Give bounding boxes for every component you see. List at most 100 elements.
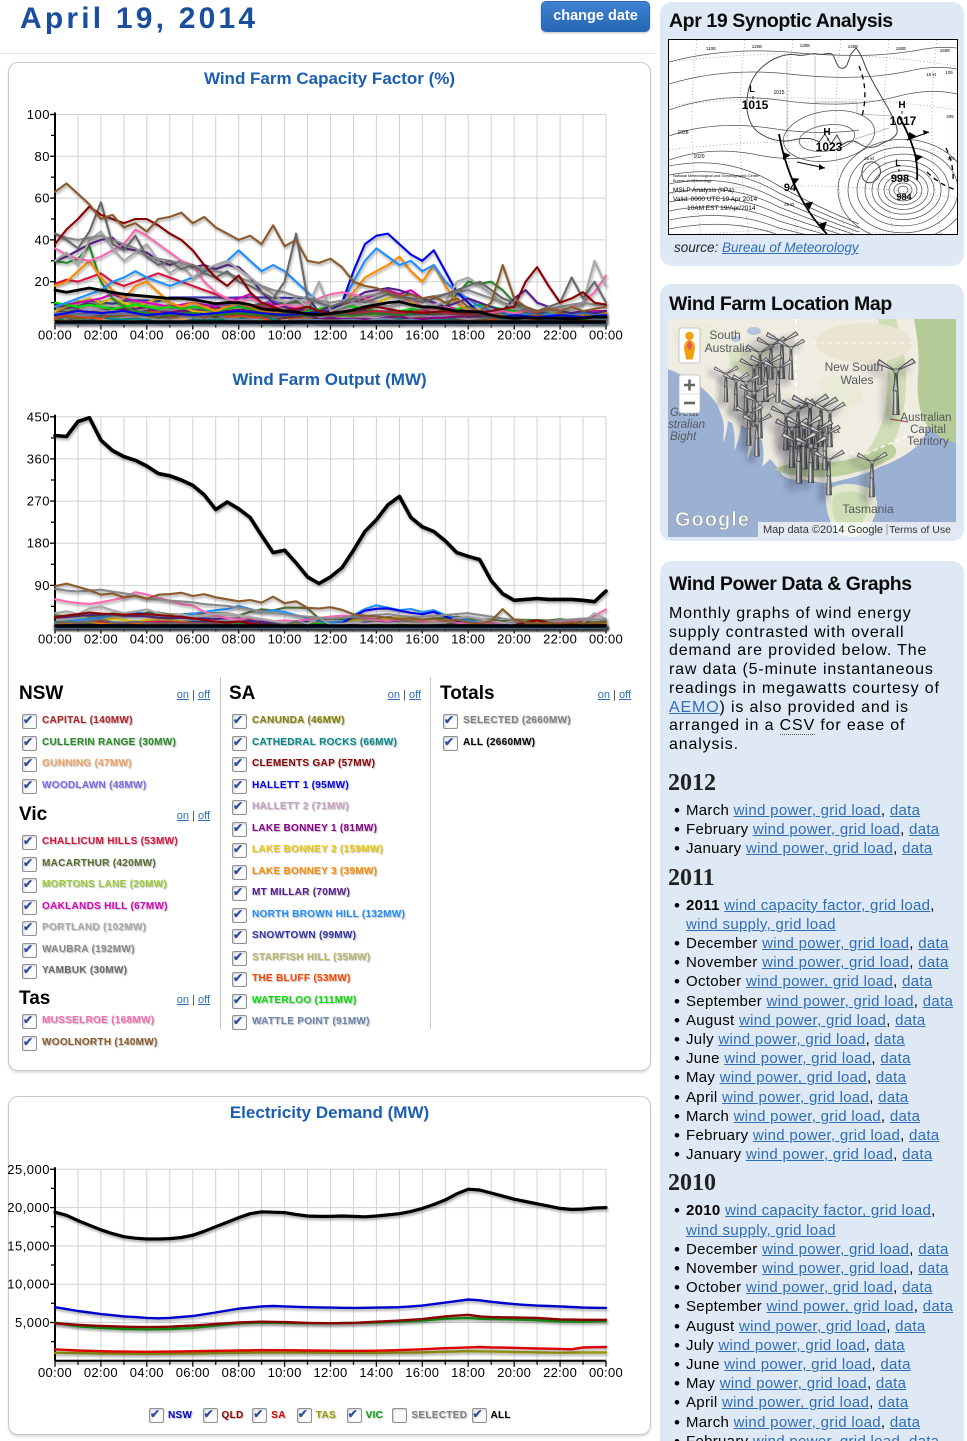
svg-text:04:00: 04:00 [130,328,164,343]
svg-text:998: 998 [891,173,909,185]
svg-text:160E: 160E [940,48,951,53]
svg-text:06:00: 06:00 [176,328,210,343]
svg-text:1023: 1023 [816,140,843,154]
svg-text:Map data ©2014 Google: Map data ©2014 Google [763,524,883,536]
svg-text:10:00: 10:00 [268,632,302,647]
svg-text:305: 305 [947,156,955,161]
svg-text:105: 105 [945,70,953,75]
svg-text:04:00: 04:00 [130,1365,164,1380]
svg-text:25 kt: 25 kt [784,202,795,207]
svg-text:40: 40 [35,232,50,247]
svg-text:South: South [709,328,740,342]
svg-text:18:00: 18:00 [451,328,485,343]
svg-text:25 kt: 25 kt [864,156,875,161]
svg-text:08:00: 08:00 [222,328,256,343]
svg-text:14:00: 14:00 [359,632,393,647]
svg-text:National Meteorological and Oc: National Meteorological and Oceanographi… [673,174,759,178]
svg-text:00:00: 00:00 [589,632,623,647]
svg-text:Capital: Capital [910,424,946,436]
svg-text:Bureau of Meteorology: Bureau of Meteorology [673,179,712,183]
svg-text:02:00: 02:00 [84,632,118,647]
svg-text:18:00: 18:00 [451,632,485,647]
svg-text:Australia: Australia [705,341,752,355]
svg-text:20:00: 20:00 [497,328,531,343]
svg-text:984: 984 [896,192,911,202]
svg-text:22:00: 22:00 [543,632,577,647]
svg-text:Bight: Bight [670,431,697,443]
svg-text:08:00: 08:00 [222,632,256,647]
svg-text:14:00: 14:00 [359,1365,393,1380]
svg-text:18:00: 18:00 [451,1365,485,1380]
svg-text:02:00: 02:00 [84,328,118,343]
svg-text:20:00: 20:00 [497,1365,531,1380]
svg-text:Australian: Australian [900,412,951,424]
svg-text:00:00: 00:00 [38,328,72,343]
svg-text:360: 360 [27,451,50,466]
svg-text:x: x [827,137,830,143]
svg-text:16:00: 16:00 [405,1365,439,1380]
svg-text:20: 20 [35,274,50,289]
svg-text:110E: 110E [706,46,716,51]
svg-text:1017: 1017 [890,114,917,128]
svg-text:L: L [895,158,901,168]
svg-text:02:00: 02:00 [84,1365,118,1380]
svg-text:08:00: 08:00 [222,1365,256,1380]
svg-text:stralian: stralian [668,419,705,431]
svg-text:14:00: 14:00 [359,328,393,343]
svg-text:120E: 120E [752,44,763,49]
svg-text:x: x [898,168,901,174]
svg-text:15 kt: 15 kt [926,72,937,77]
svg-text:06:00: 06:00 [176,632,210,647]
svg-text:5,000: 5,000 [15,1315,50,1330]
svg-text:150E: 150E [896,46,907,51]
svg-text:H: H [898,100,905,111]
svg-text:1015: 1015 [773,90,784,96]
svg-text:Territory: Territory [907,436,949,448]
svg-text:1020: 1020 [693,154,704,160]
svg-text:10,000: 10,000 [7,1277,50,1292]
svg-text:Tasmania: Tasmania [842,502,894,516]
svg-text:100: 100 [27,107,50,122]
svg-text:20,000: 20,000 [7,1200,50,1215]
svg-text:15,000: 15,000 [7,1238,50,1253]
svg-text:06:00: 06:00 [176,1365,210,1380]
svg-text:Wales: Wales [841,373,874,387]
svg-text:MSLP Analysis (hPa): MSLP Analysis (hPa) [673,187,734,194]
svg-text:270: 270 [27,494,50,509]
svg-text:60: 60 [35,191,50,206]
svg-text:16:00: 16:00 [405,328,439,343]
svg-text:94: 94 [784,182,797,194]
svg-text:00:00: 00:00 [38,632,72,647]
svg-text:80: 80 [35,149,50,164]
svg-text:1015: 1015 [742,98,769,112]
svg-text:130E: 130E [800,43,811,48]
svg-text:Google: Google [675,509,750,531]
svg-text:x: x [752,95,755,101]
svg-text:Terms of Use: Terms of Use [889,524,951,536]
svg-text:140E: 140E [848,44,859,49]
svg-text:1028: 1028 [677,130,688,136]
svg-text:12:00: 12:00 [313,632,347,647]
svg-text:H: H [823,127,830,138]
svg-text:90: 90 [35,578,50,593]
svg-text:22:00: 22:00 [543,1365,577,1380]
svg-text:16:00: 16:00 [405,632,439,647]
svg-text:22:00: 22:00 [543,328,577,343]
svg-text:Valid: 0000 UTC 19 Apr 2014: Valid: 0000 UTC 19 Apr 2014 [673,196,757,203]
svg-text:00:00: 00:00 [589,328,623,343]
svg-text:12:00: 12:00 [313,328,347,343]
svg-text:12:00: 12:00 [313,1365,347,1380]
svg-text:New South: New South [825,360,884,374]
svg-text:10:00: 10:00 [268,1365,302,1380]
svg-text:x: x [901,110,904,116]
svg-text:04:00: 04:00 [130,632,164,647]
svg-text:450: 450 [27,409,50,424]
svg-text:10AM EST 19/Apr/2014: 10AM EST 19/Apr/2014 [687,205,756,212]
svg-text:00:00: 00:00 [38,1365,72,1380]
svg-text:25,000: 25,000 [7,1162,50,1177]
svg-text:10:00: 10:00 [268,328,302,343]
svg-text:205: 205 [946,114,954,119]
svg-text:L: L [749,84,755,94]
svg-text:180: 180 [27,536,50,551]
svg-text:20:00: 20:00 [497,632,531,647]
